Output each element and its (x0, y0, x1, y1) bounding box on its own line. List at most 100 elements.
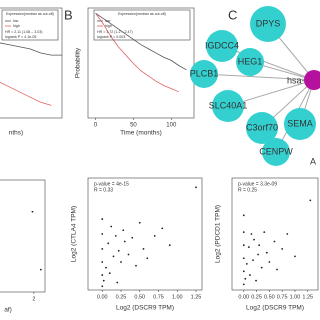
gene-node (246, 112, 278, 144)
scatter-point (242, 270, 245, 273)
scatter-point (138, 221, 141, 224)
scatter-point (146, 257, 149, 260)
scatter-point (108, 272, 111, 275)
scatter-point (135, 264, 137, 267)
x-tick-label: 1.25 (191, 294, 202, 300)
x-tick-label: 0.50 (264, 294, 275, 300)
x-axis-label: Time (months) (120, 130, 162, 137)
panel-label: B (64, 7, 73, 22)
legend-title: Expression(median as cut-off) (6, 12, 54, 16)
survival-curve (0, 81, 52, 106)
scatter-point (268, 261, 271, 263)
logrank-text: logrank P = 0.003 (97, 35, 125, 39)
y-axis-label: Probability (75, 47, 82, 78)
gene-label: DPYS (256, 18, 281, 28)
scatter-point (120, 261, 122, 263)
gene-node (250, 6, 286, 42)
scatter-point (123, 240, 126, 243)
scatter-point (263, 231, 266, 234)
x-tick-label: 0.25 (116, 294, 127, 300)
survival-curve (0, 42, 62, 56)
gene-node (190, 60, 218, 88)
x-axis-label: Log2 (DSCR9 TPM) (246, 305, 304, 312)
network-edge (203, 73, 315, 81)
scatter-point (168, 244, 171, 247)
scatter-point (114, 234, 117, 237)
scatter-point (101, 261, 104, 263)
hr-text: HR = 2.11 (1.08 – 3.03) (5, 30, 42, 34)
gene-label: SLC40A1 (209, 100, 248, 110)
scatter-point (195, 186, 197, 189)
x-tick-label: 0.75 (277, 294, 288, 300)
gene-label: C3orf70 (246, 122, 278, 132)
plot-frame (87, 7, 195, 119)
mirna-label: hsa- (287, 75, 305, 85)
scatter-point (242, 257, 245, 260)
mirna-node (304, 70, 320, 90)
y-axis-label: Log2 (CTLA4 TPM) (71, 206, 78, 262)
network-edge (221, 45, 315, 81)
gene-node (236, 48, 264, 76)
survival-curve (95, 12, 187, 71)
x-tick-label: 1.25 (302, 294, 313, 300)
scatter-point (276, 268, 278, 271)
x-axis-label: nths) (9, 130, 23, 137)
scatter-point (112, 255, 115, 258)
scatter-point (255, 279, 257, 282)
gene-node (206, 30, 238, 62)
x-tick-label: 0.00 (97, 294, 108, 300)
scatter-point (245, 262, 248, 265)
scatter-point (101, 248, 104, 250)
r-value: R = 0.25 (238, 187, 257, 193)
x-tick-label: 100 (166, 123, 177, 129)
gene-node (262, 138, 290, 166)
scatter-point (244, 277, 247, 280)
scatter-point (131, 236, 134, 239)
x-axis-label: Log2 (DSCR9 TPM) (116, 305, 174, 312)
plot-frame (0, 179, 46, 293)
scatter-point (249, 274, 251, 276)
scatter-point (142, 248, 145, 250)
scatter-point (260, 266, 263, 269)
gene-node (212, 90, 244, 122)
scatter-point (286, 233, 289, 235)
legend-label: high (105, 24, 112, 28)
x-tick-label: 0.25 (251, 294, 262, 300)
scatter-point (105, 266, 107, 269)
p-value: p-value = 4e-15 (94, 181, 129, 187)
x-tick-label: 0.00 (238, 294, 249, 300)
scatter-point (122, 229, 125, 232)
x-axis-label: af) (4, 307, 12, 314)
scatter-point (253, 238, 255, 241)
scatter-point (252, 259, 254, 262)
x-tick-label: 0 (94, 123, 98, 129)
legend-label: low (105, 19, 111, 23)
gene-label: CENPW (259, 146, 293, 156)
hr-text: HR = 1.72 (1.2 – 2.47) (97, 30, 133, 34)
survival-curve (95, 13, 180, 93)
scatter-point (250, 233, 253, 235)
logrank-text: logrank P = 4.1e-05 (5, 35, 36, 39)
scatter-point (247, 246, 250, 248)
x-tick-label: 1.00 (172, 294, 183, 300)
x-tick-label: 1.00 (290, 294, 301, 300)
x-tick-label: 50 (130, 123, 137, 129)
scatter-point (242, 283, 245, 286)
gene-label: PLCB1 (190, 68, 219, 78)
gene-label: SEMA (287, 118, 313, 128)
legend-box (1, 9, 59, 41)
legend-box (93, 9, 191, 41)
plot-frame (231, 177, 319, 291)
scatter-point (101, 285, 104, 288)
gene-node (284, 108, 316, 140)
legend-label: high (13, 24, 20, 28)
y-axis-label: Log2 (PDCD1 TPM) (215, 205, 222, 263)
scatter-point (281, 248, 284, 250)
x-tick-label: 0.75 (153, 294, 164, 300)
legend-title: Expression(median as cut-off) (118, 12, 166, 16)
r-value: R = 0.33 (94, 187, 113, 193)
gene-label: IGDCC4 (205, 40, 239, 50)
scatter-point (31, 210, 34, 213)
